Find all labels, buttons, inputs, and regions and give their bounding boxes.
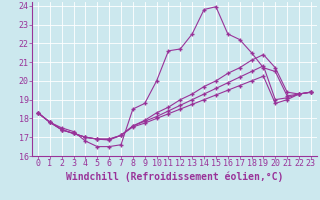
X-axis label: Windchill (Refroidissement éolien,°C): Windchill (Refroidissement éolien,°C) [66,171,283,182]
